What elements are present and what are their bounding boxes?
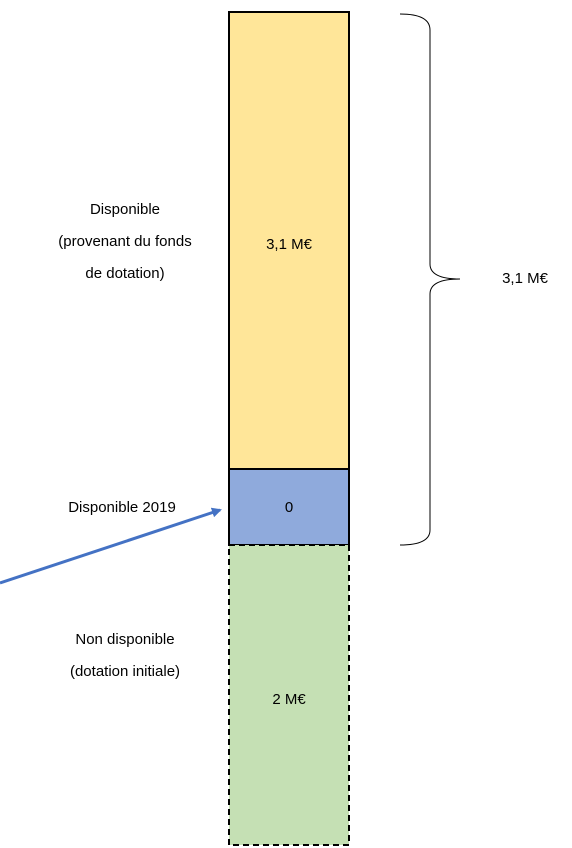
segment-label: de dotation)	[85, 265, 164, 282]
arrow	[0, 507, 222, 585]
brace	[399, 13, 461, 546]
segment-label: (provenant du fonds	[58, 233, 191, 250]
brace-label: 3,1 M€	[502, 270, 549, 287]
segment-label: Disponible	[90, 201, 160, 218]
segment-value: 3,1 M€	[266, 236, 313, 253]
segment-unavailable	[228, 544, 350, 846]
segment-value: 0	[285, 499, 293, 516]
segment-available-2019	[228, 468, 350, 546]
segment-available	[228, 11, 350, 470]
segment-label: Non disponible	[75, 631, 174, 648]
segment-label: Disponible 2019	[68, 499, 176, 516]
segment-value: 2 M€	[272, 691, 306, 708]
segment-label: (dotation initiale)	[70, 663, 180, 680]
